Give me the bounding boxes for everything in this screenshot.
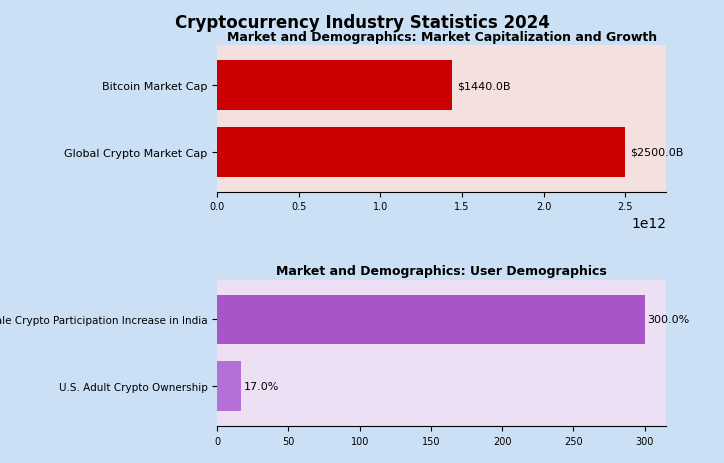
Text: Cryptocurrency Industry Statistics 2024: Cryptocurrency Industry Statistics 2024 (174, 14, 550, 32)
Text: $1440.0B: $1440.0B (457, 81, 510, 91)
Bar (217, 361, 666, 411)
Bar (217, 361, 241, 411)
Bar (217, 61, 666, 111)
Text: 300.0%: 300.0% (647, 315, 690, 325)
Bar (217, 128, 626, 177)
Text: $2500.0B: $2500.0B (630, 148, 683, 157)
Bar (217, 61, 452, 111)
Title: Market and Demographics: Market Capitalization and Growth: Market and Demographics: Market Capitali… (227, 31, 657, 44)
Bar (217, 295, 666, 344)
Bar (217, 128, 666, 177)
Title: Market and Demographics: User Demographics: Market and Demographics: User Demographi… (277, 264, 607, 277)
Bar (217, 295, 644, 344)
Text: 17.0%: 17.0% (244, 381, 279, 391)
